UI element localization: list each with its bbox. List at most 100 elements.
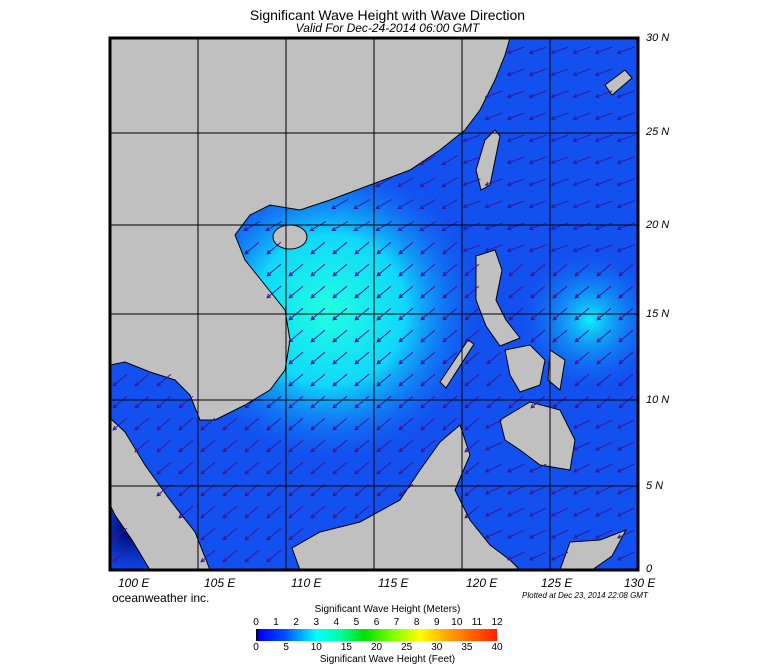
wave-arrow	[441, 155, 459, 166]
wave-arrow	[420, 285, 436, 299]
wave-arrow	[462, 200, 481, 209]
wave-arrow	[266, 461, 282, 475]
wave-arrow	[266, 549, 282, 563]
wave-arrow	[442, 417, 458, 431]
wave-arrow	[442, 329, 458, 343]
wave-arrow	[266, 395, 282, 409]
wave-arrow	[550, 507, 569, 517]
wave-arrow	[550, 134, 569, 143]
wave-arrow	[574, 263, 590, 277]
feet-tick: 20	[370, 642, 383, 653]
wave-arrow	[397, 221, 415, 232]
wave-arrow	[594, 46, 613, 55]
wave-arrow	[572, 90, 591, 99]
colorbar	[256, 629, 497, 641]
wave-arrow	[222, 527, 238, 541]
wave-arrow	[244, 505, 260, 519]
wave-arrow	[506, 90, 525, 99]
wave-arrow	[506, 551, 525, 561]
wave-arrow	[288, 373, 304, 387]
wave-arrow	[572, 463, 591, 473]
wave-arrow	[332, 351, 348, 365]
wave-arrow	[375, 221, 393, 232]
wave-arrow	[134, 417, 150, 431]
wave-arrow	[552, 285, 568, 299]
wave-arrow	[594, 90, 613, 99]
wave-arrow	[244, 527, 260, 541]
wave-arrow	[464, 505, 480, 519]
wave-arrow	[530, 263, 546, 277]
wave-arrow	[376, 439, 392, 453]
wave-arrow	[484, 419, 503, 429]
wave-arrow	[594, 485, 613, 495]
wave-arrow	[530, 285, 546, 299]
wave-arrow	[288, 461, 304, 475]
wave-arrow	[528, 112, 547, 121]
wave-arrow	[530, 329, 546, 343]
wave-arrow	[310, 439, 326, 453]
map-subtitle: Valid For Dec-24-2014 06:00 GMT	[295, 21, 480, 35]
wave-arrow	[572, 441, 591, 451]
feet-tick: 40	[491, 642, 503, 653]
wave-arrow	[506, 463, 525, 473]
wave-arrow	[200, 439, 216, 453]
wave-arrow	[353, 199, 371, 210]
wave-arrow	[596, 373, 612, 387]
wave-arrow	[550, 156, 569, 165]
wave-arrow	[464, 439, 480, 453]
wave-arrow	[420, 395, 436, 409]
wave-arrow	[572, 485, 591, 495]
wave-arrow	[310, 505, 326, 519]
wave-arrow	[464, 417, 480, 431]
land-borneo	[291, 424, 522, 571]
wave-arrow	[616, 507, 635, 517]
wave-arrow	[354, 417, 370, 431]
wave-arrow	[552, 395, 568, 409]
wave-arrow	[552, 263, 568, 277]
meters-tick: 7	[393, 617, 400, 628]
lat-label: 5 N	[646, 480, 664, 492]
wave-arrow	[376, 351, 392, 365]
wave-arrow	[398, 241, 414, 255]
wave-arrow	[550, 551, 569, 561]
wave-arrow	[310, 329, 326, 343]
plotted-timestamp: Plotted at Dec 23, 2014 22:08 GMT	[522, 591, 648, 600]
feet-tick: 15	[340, 642, 352, 653]
land-taiwan	[475, 129, 501, 191]
wave-arrow	[420, 263, 436, 277]
wave-arrow	[596, 329, 612, 343]
meters-tick: 6	[373, 617, 380, 628]
wave-arrow	[309, 221, 327, 232]
wave-arrow	[464, 461, 480, 475]
wave-arrow	[398, 439, 414, 453]
wave-arrow	[572, 244, 591, 253]
wave-arrow	[332, 417, 348, 431]
wave-arrow	[244, 549, 260, 563]
wave-arrow	[594, 178, 613, 187]
wave-arrow	[572, 200, 591, 209]
colorbar-meters-label: Significant Wave Height (Meters)	[314, 604, 461, 615]
wave-arrow	[596, 285, 612, 299]
lon-label: 125 E	[541, 576, 573, 590]
wave-arrow	[398, 417, 414, 431]
wave-arrow	[594, 244, 613, 253]
wave-arrow	[618, 373, 634, 387]
wave-arrow	[266, 241, 282, 255]
wave-arrow	[376, 417, 392, 431]
meters-tick: 3	[313, 617, 320, 628]
lon-label: 110 E	[291, 576, 322, 590]
wave-arrow	[506, 485, 525, 495]
wave-arrow	[528, 46, 547, 55]
wave-arrow	[222, 505, 238, 519]
wave-arrow	[200, 505, 216, 519]
lon-label: 115 E	[378, 576, 409, 590]
wave-arrow	[506, 244, 525, 253]
wave-arrow	[244, 439, 260, 453]
wave-arrow	[375, 199, 393, 210]
wave-arrow	[376, 241, 392, 255]
meters-tick: 10	[451, 617, 463, 628]
wave-arrow	[178, 505, 194, 519]
wave-arrow	[486, 373, 502, 387]
wave-arrow	[594, 112, 613, 121]
wave-arrow	[331, 221, 349, 232]
